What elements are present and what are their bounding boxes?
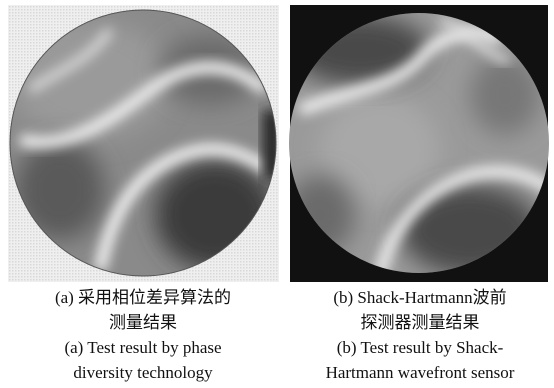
caption-zh: (b) Shack-Hartmann波前 (333, 288, 506, 307)
caption-en: (a) Test result by phase (64, 338, 221, 357)
caption-en: Hartmann wavefront sensor (326, 363, 515, 382)
caption-zh: (a) 采用相位差异算法的 (55, 288, 231, 307)
caption-en: diversity technology (73, 363, 213, 382)
caption-zh: 测量结果 (109, 313, 177, 332)
phase-diversity-image (8, 5, 282, 282)
caption-zh: 探测器测量结果 (361, 313, 480, 332)
shack-hartmann-image (285, 5, 550, 282)
figure: (a) 采用相位差异算法的 测量结果 (a) Test result by ph… (0, 0, 554, 388)
caption-en: (b) Test result by Shack- (337, 338, 504, 357)
